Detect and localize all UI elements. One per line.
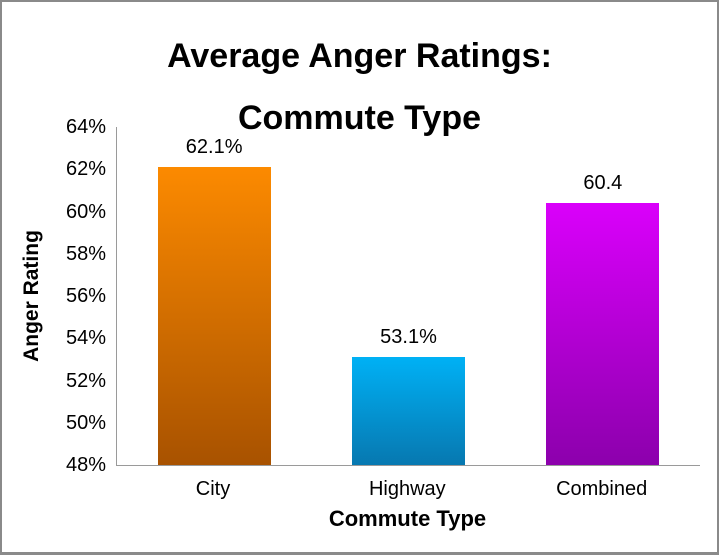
x-tick-label: Highway	[368, 478, 446, 500]
y-tick-label: 56%	[65, 285, 106, 307]
bar-value-label: 60.4	[583, 172, 623, 195]
chart-title-line2: Commute Type	[237, 99, 482, 137]
bar-highway	[352, 357, 465, 465]
bar-combined	[546, 203, 660, 465]
y-tick-label: 60%	[65, 200, 106, 223]
y-tick-label: 50%	[65, 411, 106, 434]
x-tick-label: City	[195, 478, 231, 500]
y-tick-label: 62%	[65, 158, 106, 181]
plot-area: 62.1% 53.1% 60.4	[116, 127, 700, 466]
y-tick-label: 52%	[65, 369, 106, 392]
y-tick-label: 54%	[65, 327, 106, 350]
bar-value-label: 62.1%	[185, 136, 243, 159]
bar-city	[157, 167, 271, 465]
x-axis-title: Commute Type	[328, 506, 487, 531]
bar-value-label: 53.1%	[380, 326, 437, 349]
y-tick-label: 48%	[65, 454, 106, 476]
chart-title: Average Anger Ratings: Commute Type	[2, 25, 717, 149]
x-tick-label: Combined	[556, 478, 648, 500]
y-tick-label: 64%	[65, 116, 106, 138]
chart-title-line1: Average Anger Ratings:	[167, 37, 552, 75]
y-tick-label: 58%	[65, 242, 106, 265]
